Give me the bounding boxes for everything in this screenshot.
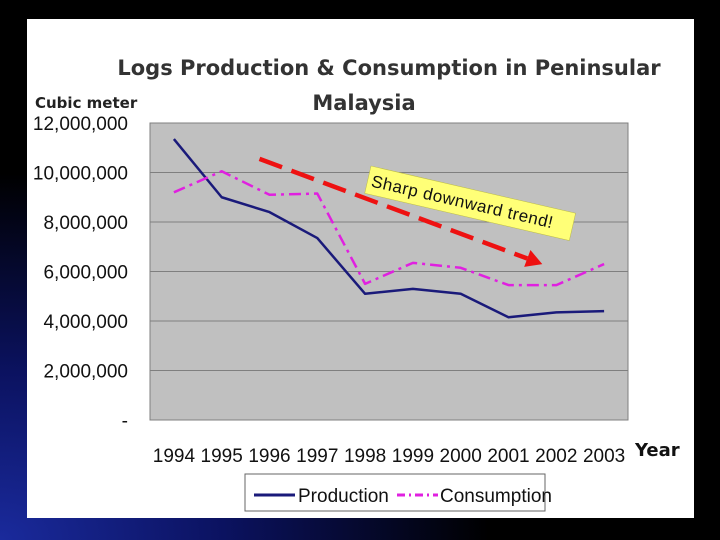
trend-arrow-head xyxy=(524,250,543,267)
legend-consumption-label: Consumption xyxy=(440,486,552,507)
chart: Logs Production & Consumption in Peninsu… xyxy=(33,56,680,512)
chart-title-line-2: Malaysia xyxy=(312,91,415,115)
x-tick-label: 2003 xyxy=(583,446,625,467)
chart-title-line-1: Logs Production & Consumption in Peninsu… xyxy=(117,56,661,80)
y-tick-label: 12,000,000 xyxy=(33,114,128,135)
slide-panel: Logs Production & Consumption in Peninsu… xyxy=(27,19,694,518)
x-tick-label: 2000 xyxy=(440,446,482,467)
y-tick-label: 2,000,000 xyxy=(43,362,128,383)
legend-box xyxy=(244,473,546,512)
x-tick-label: 2001 xyxy=(487,446,529,467)
series-line-production xyxy=(172,138,605,319)
x-axis-ticks: 1994 1995 1996 1997 1998 1999 2000 2001 2002 2003 xyxy=(153,446,625,467)
x-tick-label: 1995 xyxy=(201,446,243,467)
annotation-box xyxy=(364,165,576,241)
x-tick-label: 1999 xyxy=(392,446,434,467)
x-tick-label: 2002 xyxy=(535,446,577,467)
legend-production-label: Production xyxy=(298,486,389,507)
y-axis-ticks: - 2,000,000 4,000,000 6,000,000 8,000,000 10,… xyxy=(33,114,128,432)
y-tick-label: 4,000,000 xyxy=(43,312,128,333)
y-tick-label: 6,000,000 xyxy=(43,263,128,284)
y-tick-label: 8,000,000 xyxy=(43,213,128,234)
x-tick-label: 1997 xyxy=(296,446,338,467)
x-tick-label: 1994 xyxy=(153,446,196,467)
x-tick-label: 1998 xyxy=(344,446,386,467)
y-tick-label: - xyxy=(122,411,128,432)
y-axis-label: Cubic meter xyxy=(35,94,138,112)
legend: Production Consumption xyxy=(244,473,552,512)
y-tick-label: 10,000,000 xyxy=(33,164,128,185)
x-tick-label: 1996 xyxy=(248,446,290,467)
x-axis-label: Year xyxy=(634,440,680,461)
series-lines xyxy=(172,138,605,319)
series-line-consumption xyxy=(173,170,605,287)
trend-arrow-line xyxy=(258,156,529,261)
